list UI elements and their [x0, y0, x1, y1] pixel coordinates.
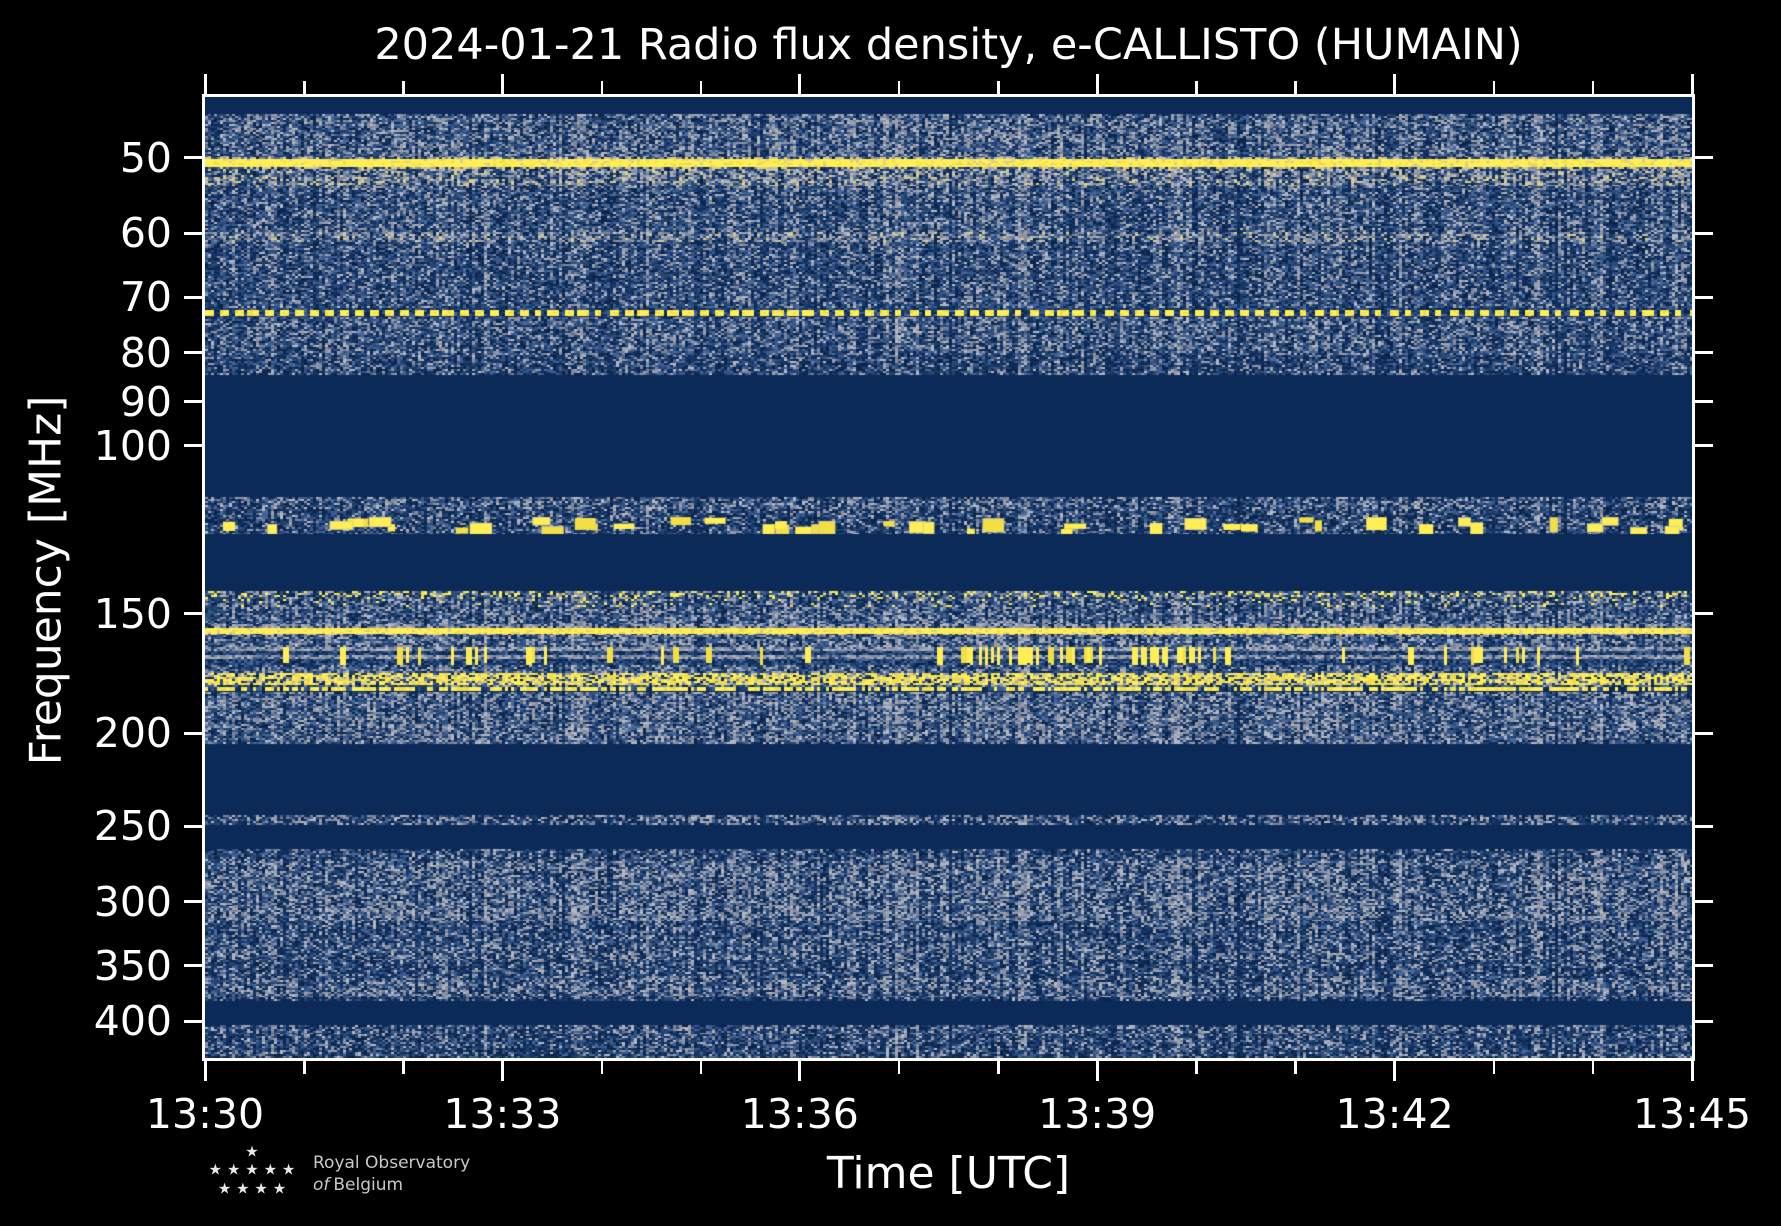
tick-mark	[1492, 81, 1496, 94]
y-tick-label: 100	[93, 421, 172, 470]
tick-mark	[184, 824, 202, 828]
x-tick-label: 13:33	[443, 1090, 562, 1138]
tick-mark	[798, 1061, 802, 1081]
tick-mark	[699, 1061, 703, 1074]
tick-mark	[1492, 1061, 1496, 1074]
tick-mark	[203, 1061, 207, 1081]
tick-mark	[184, 731, 202, 735]
tick-mark	[303, 1061, 306, 1074]
tick-mark	[1695, 964, 1713, 968]
y-axis-label: Frequency [MHz]	[20, 395, 72, 766]
tick-mark	[600, 81, 604, 94]
logo-line2-prefix: of	[313, 1175, 330, 1195]
tick-mark	[600, 1061, 604, 1074]
spectrogram-heatmap	[205, 97, 1692, 1058]
star-icon: ★	[272, 1179, 287, 1198]
y-tick-label: 80	[119, 328, 172, 377]
tick-mark	[1195, 1061, 1198, 1074]
y-tick-label: 300	[93, 877, 172, 926]
tick-mark	[897, 81, 901, 94]
tick-mark	[699, 81, 703, 94]
tick-mark	[1695, 231, 1713, 235]
y-tick-label: 350	[93, 941, 172, 990]
y-tick-label: 90	[119, 377, 172, 426]
y-tick-label: 400	[93, 997, 172, 1046]
x-tick-label: 13:39	[1038, 1090, 1157, 1138]
tick-mark	[184, 295, 202, 299]
tick-mark	[897, 1061, 901, 1074]
tick-mark	[1393, 1061, 1397, 1081]
tick-mark	[303, 81, 306, 94]
logo-line1: Royal Observatory	[313, 1153, 471, 1173]
tick-mark	[184, 1019, 202, 1023]
y-tick-label: 250	[93, 802, 172, 851]
tick-mark	[997, 81, 1000, 94]
tick-mark	[184, 612, 202, 616]
y-tick-label: 200	[93, 709, 172, 758]
tick-mark	[1695, 156, 1713, 160]
tick-mark	[184, 351, 202, 355]
tick-mark	[1695, 824, 1713, 828]
logo-text: Royal Observatory of Belgium	[313, 1152, 470, 1196]
y-tick-label: 50	[119, 133, 172, 182]
tick-mark	[1695, 400, 1713, 404]
star-icon: ★	[245, 1142, 259, 1161]
star-icon: ★	[236, 1179, 250, 1198]
tick-mark	[1695, 731, 1713, 735]
x-tick-label: 13:45	[1632, 1090, 1752, 1138]
x-tick-label: 13:42	[1335, 1090, 1454, 1138]
tick-mark	[798, 74, 802, 94]
tick-mark	[184, 964, 202, 968]
tick-mark	[1690, 74, 1694, 94]
tick-mark	[184, 400, 202, 404]
tick-mark	[184, 231, 202, 235]
star-icon: ★	[245, 1160, 259, 1179]
tick-mark	[1695, 900, 1713, 904]
tick-mark	[997, 1061, 1000, 1074]
x-tick-label: 13:36	[740, 1090, 859, 1138]
star-icon: ★	[226, 1160, 241, 1179]
y-tick-label: 150	[93, 589, 172, 638]
tick-mark	[1195, 81, 1198, 94]
tick-mark	[184, 156, 202, 160]
tick-mark	[1393, 74, 1397, 94]
x-axis-label: Time [UTC]	[826, 1148, 1071, 1199]
tick-mark	[1695, 351, 1713, 355]
star-icon: ★	[208, 1160, 223, 1179]
chart-title: 2024-01-21 Radio flux density, e-CALLIST…	[374, 20, 1523, 70]
tick-mark	[1695, 612, 1713, 616]
logo-line2: of Belgium	[313, 1175, 404, 1195]
tick-mark	[203, 74, 207, 94]
tick-mark	[500, 1061, 504, 1081]
star-icon: ★	[281, 1160, 296, 1179]
tick-mark	[184, 900, 202, 904]
star-icon: ★	[217, 1179, 232, 1198]
tick-mark	[1695, 444, 1713, 448]
tick-mark	[1690, 1061, 1694, 1081]
y-tick-label: 70	[119, 273, 172, 322]
tick-mark	[1294, 81, 1297, 94]
y-tick-label: 60	[119, 209, 172, 258]
star-icon: ★	[254, 1179, 268, 1198]
tick-mark	[500, 74, 504, 94]
tick-mark	[1095, 1061, 1099, 1081]
tick-mark	[184, 444, 202, 448]
star-icon: ★	[263, 1160, 278, 1179]
tick-mark	[402, 81, 405, 94]
x-tick-label: 13:30	[145, 1090, 265, 1138]
tick-mark	[1695, 295, 1713, 299]
tick-mark	[1695, 1019, 1713, 1023]
plot-frame	[202, 94, 1695, 1061]
tick-mark	[1591, 81, 1595, 94]
tick-mark	[402, 1061, 405, 1074]
tick-mark	[1294, 1061, 1297, 1074]
tick-mark	[1095, 74, 1099, 94]
tick-mark	[1591, 1061, 1595, 1074]
